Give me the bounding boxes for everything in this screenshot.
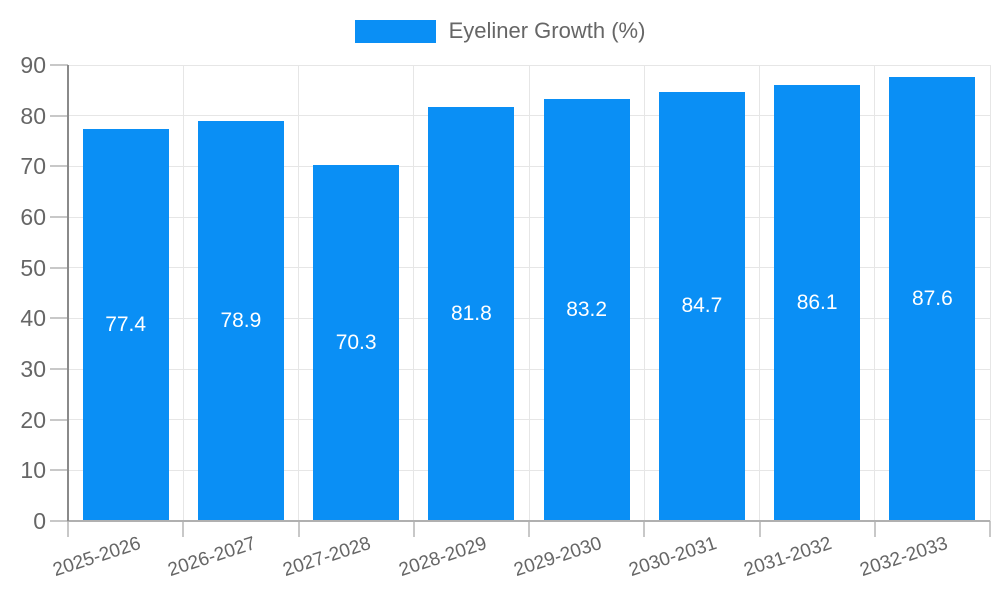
x-gridline bbox=[298, 65, 299, 521]
x-tick-label: 2029-2030 bbox=[511, 533, 605, 582]
y-tick bbox=[50, 114, 68, 117]
y-tick-label: 20 bbox=[20, 406, 46, 433]
y-axis-line bbox=[67, 65, 69, 521]
y-tick-label: 0 bbox=[33, 508, 46, 534]
x-tick-label: 2031-2032 bbox=[741, 533, 835, 582]
x-tick bbox=[182, 521, 185, 537]
bar-value-label: 87.6 bbox=[911, 287, 953, 311]
y-tick-label: 40 bbox=[20, 305, 46, 332]
legend-swatch bbox=[354, 19, 436, 43]
bar-value-label: 78.9 bbox=[220, 309, 262, 333]
y-tick bbox=[50, 266, 68, 269]
x-tick bbox=[412, 521, 415, 537]
x-tick bbox=[758, 521, 761, 537]
y-tick-label: 60 bbox=[20, 204, 46, 230]
bar[interactable] bbox=[774, 84, 861, 520]
x-tick bbox=[989, 521, 991, 537]
y-tick bbox=[50, 165, 68, 168]
y-tick-label: 70 bbox=[20, 153, 46, 180]
bar-value-label: 70.3 bbox=[335, 330, 377, 354]
bar[interactable] bbox=[658, 91, 745, 520]
y-tick-label: 80 bbox=[20, 102, 46, 129]
x-tick bbox=[873, 521, 876, 537]
x-tick-label: 2032-2033 bbox=[856, 533, 950, 582]
bar[interactable] bbox=[889, 77, 976, 520]
x-tick-label: 2030-2031 bbox=[626, 533, 720, 582]
x-gridline bbox=[182, 65, 184, 521]
bar[interactable] bbox=[82, 128, 169, 520]
y-tick bbox=[50, 418, 68, 421]
x-gridline bbox=[759, 65, 760, 521]
bar[interactable] bbox=[428, 106, 515, 520]
legend-item[interactable]: Eyeliner Growth (%) bbox=[0, 18, 1000, 44]
legend-label: Eyeliner Growth (%) bbox=[448, 18, 646, 43]
bar-value-label: 81.8 bbox=[450, 301, 492, 325]
x-tick-label: 2026-2027 bbox=[165, 533, 259, 582]
x-tick-label: 2028-2029 bbox=[395, 533, 489, 582]
x-tick-label: 2025-2026 bbox=[50, 533, 144, 582]
y-tick-label: 10 bbox=[20, 457, 46, 484]
y-tick-label: 90 bbox=[20, 52, 46, 78]
y-tick bbox=[50, 64, 68, 66]
y-tick-label: 50 bbox=[20, 254, 46, 281]
y-tick bbox=[50, 469, 68, 472]
x-gridline bbox=[643, 65, 645, 521]
x-gridline bbox=[413, 65, 415, 521]
bar[interactable] bbox=[313, 164, 400, 520]
x-tick bbox=[643, 521, 646, 537]
bar-value-label: 83.2 bbox=[566, 298, 608, 322]
x-tick-label: 2027-2028 bbox=[280, 533, 374, 582]
y-tick bbox=[50, 317, 68, 320]
y-tick bbox=[50, 520, 68, 522]
bar-value-label: 84.7 bbox=[681, 294, 723, 318]
x-gridline bbox=[528, 65, 530, 521]
bar[interactable] bbox=[197, 121, 284, 520]
x-tick bbox=[67, 521, 69, 537]
x-tick bbox=[297, 521, 300, 537]
y-tick bbox=[50, 368, 68, 370]
x-axis-line bbox=[67, 520, 990, 522]
y-tick bbox=[50, 216, 68, 218]
y-tick-label: 30 bbox=[20, 356, 46, 382]
x-gridline bbox=[989, 65, 991, 521]
bar-value-label: 77.4 bbox=[105, 312, 147, 336]
x-tick bbox=[528, 521, 530, 537]
x-gridline bbox=[874, 65, 876, 521]
bar-value-label: 86.1 bbox=[796, 290, 838, 314]
bar[interactable] bbox=[543, 99, 630, 520]
